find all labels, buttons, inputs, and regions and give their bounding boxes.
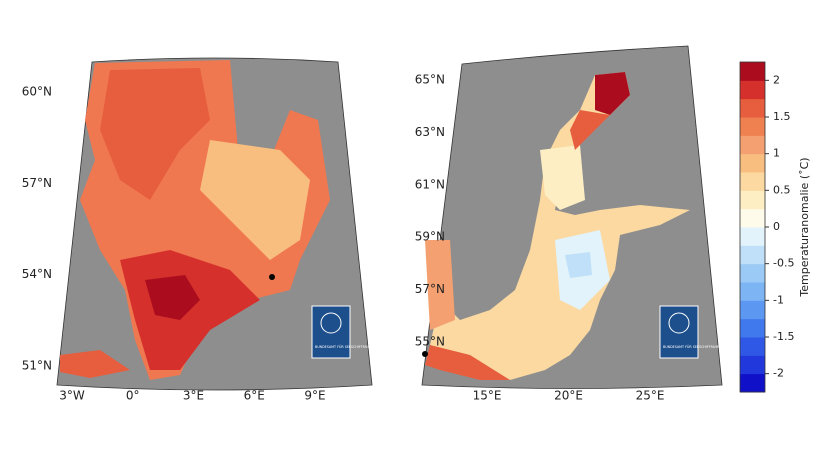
logo-text: BUNDESAMT FÜR SEESCHIFFFAHRT UND HYDROGR… [315,344,409,349]
colorbar-segment [740,337,765,356]
sea [565,252,592,278]
colorbar-segment [740,98,765,118]
sea [200,140,310,260]
colorbar-segment [740,355,765,375]
marker [269,274,275,280]
colorbar-segment [740,318,765,338]
lon-label: 6°E [244,389,265,403]
north-sea-map: BUNDESAMT FÜR SEESCHIFFFAHRT UND HYDROGR… [56,57,409,391]
colorbar-tick-label: -0.5 [773,257,794,270]
colorbar-segment [740,208,765,228]
sea [145,275,200,320]
lat-label: 60°N [22,85,52,99]
logo: BUNDESAMT FÜR SEESCHIFFFAHRT UND HYDROGR… [659,305,757,359]
lat-label: 59°N [415,230,445,244]
sea [570,110,610,150]
colorbar-segment [740,80,765,100]
lat-label: 57°N [415,282,445,296]
lat-label: 57°N [22,176,52,190]
colorbar-tick-label: -1.5 [773,330,794,343]
lat-label: 61°N [415,177,445,191]
colorbar-segment [740,62,765,81]
colorbar-segment [740,153,765,173]
colorbar-tick-label: 1.5 [773,110,791,123]
colorbar-segment [740,117,765,136]
colorbar-segment [740,282,765,301]
colorbar-tick-label: 2 [773,73,780,86]
lon-label: 3°W [59,389,85,403]
colorbar-tick-label: 1 [773,147,780,160]
colorbar-segment [740,227,765,246]
colorbar-tick-label: -1 [773,293,784,306]
lon-label: 15°E [473,389,502,403]
logo: BUNDESAMT FÜR SEESCHIFFFAHRT UND HYDROGR… [311,305,409,359]
colorbar-tick-label: -2 [773,367,784,380]
sea [430,72,690,380]
sea [425,240,455,330]
sea [595,72,630,115]
colorbar-segment [740,263,765,283]
logo-text: BUNDESAMT FÜR SEESCHIFFFAHRT UND HYDROGR… [663,344,757,349]
colorbar-segment [740,245,765,265]
lat-label: 51°N [22,359,52,373]
lon-label: 0° [126,389,140,403]
lon-label: 9°E [304,389,325,403]
sea [100,68,210,200]
colorbar-segment [740,373,765,393]
colorbar-tick-label: 0 [773,220,780,233]
marker [422,351,428,357]
sea [540,145,585,210]
colorbar-tick-label: 0.5 [773,183,791,196]
sea [425,345,510,380]
lat-label: 54°N [22,267,52,281]
lon-label: 3°E [183,389,204,403]
colorbar-segment [740,300,765,320]
colorbar-label: Temperaturanomalie (˚C) [798,157,811,297]
baltic-map: BUNDESAMT FÜR SEESCHIFFFAHRT UND HYDROGR… [421,45,757,389]
colorbar-segment [740,135,765,155]
lon-label: 25°E [636,389,665,403]
lat-label: 65°N [415,73,445,87]
lat-label: 63°N [415,125,445,139]
colorbar-segment [740,172,765,191]
colorbar-segment [740,190,765,210]
lon-label: 20°E [554,389,583,403]
sea [60,350,130,378]
lat-label: 55°N [415,335,445,349]
